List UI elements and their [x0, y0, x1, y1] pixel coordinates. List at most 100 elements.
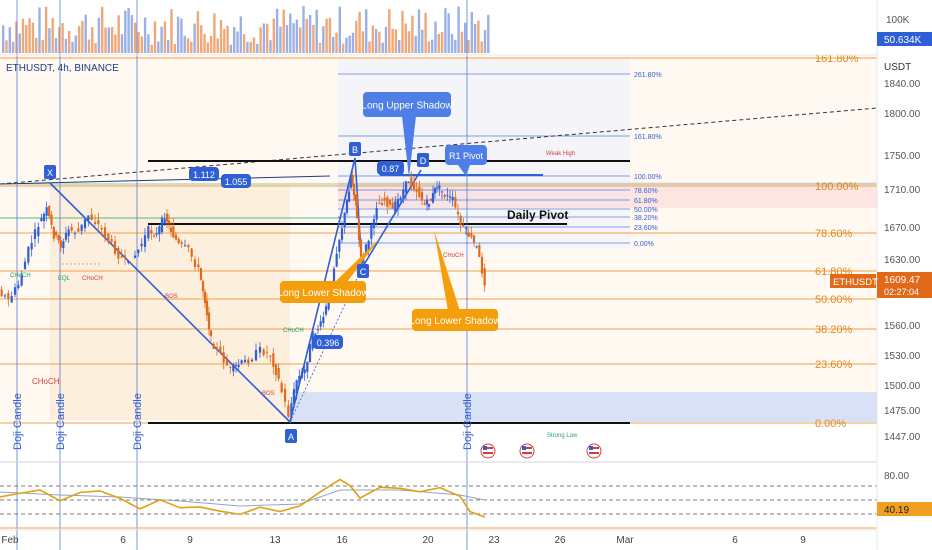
- fib-inner-label: 61.80%: [634, 198, 658, 205]
- volume-bar: [450, 33, 454, 53]
- candle-body: [399, 197, 402, 201]
- candle-body: [451, 196, 454, 201]
- volume-bar: [216, 38, 219, 53]
- volume-bar: [173, 44, 176, 53]
- candle-body: [367, 240, 370, 250]
- volume-bar: [31, 22, 35, 53]
- volume-bar: [44, 6, 48, 53]
- candle-body: [117, 247, 120, 259]
- volume-bar: [38, 7, 41, 54]
- volume-bar: [407, 31, 411, 53]
- volume-bar: [239, 16, 242, 53]
- candle-body: [308, 344, 312, 363]
- candle-body: [113, 241, 117, 254]
- candle-body: [64, 233, 68, 240]
- daily-pivot-label: Daily Pivot: [507, 208, 568, 222]
- candle-body: [59, 240, 62, 248]
- volume-bar: [460, 31, 464, 53]
- volume-bar: [94, 43, 97, 53]
- volume-bar: [266, 23, 269, 53]
- time-axis[interactable]: Feb 6 9 13 16 20 23 26 Mar 6 9: [1, 535, 806, 546]
- point-a: [285, 429, 297, 443]
- volume-bar: [219, 20, 223, 53]
- candle-body: [410, 177, 413, 186]
- us-flag-stripe: [589, 447, 599, 449]
- volume-bar: [328, 17, 332, 54]
- candle-body: [338, 239, 341, 252]
- volume-bar: [183, 35, 186, 53]
- volume-bar: [318, 42, 322, 53]
- time-tick: 16: [336, 535, 348, 546]
- fib-inner-label: 50.00%: [634, 207, 658, 214]
- candle-body: [48, 206, 51, 217]
- volume-bar: [28, 18, 31, 53]
- volume-bar: [21, 18, 25, 53]
- volume-bar: [5, 40, 8, 53]
- volume-bar: [2, 25, 5, 53]
- candle-body: [345, 200, 349, 213]
- volume-bar: [279, 26, 282, 53]
- candle-body: [391, 202, 394, 209]
- candle-body: [80, 224, 83, 232]
- rsi-line: [0, 478, 486, 518]
- candle-body: [431, 192, 435, 203]
- bos-label-1: BOS: [165, 294, 178, 300]
- choch-label-4: CHoCH: [443, 253, 464, 259]
- doji-label: Doji Candle: [55, 393, 67, 450]
- point-x-label: X: [47, 168, 53, 178]
- volume-bar: [68, 30, 71, 53]
- volume-bar: [104, 27, 107, 53]
- volume-current-badge: [877, 32, 932, 46]
- candle-body: [93, 222, 97, 225]
- volume-bar: [259, 27, 262, 53]
- volume-bar: [368, 41, 371, 53]
- candle-body: [155, 233, 158, 235]
- candle-body: [237, 365, 240, 368]
- candle-body: [349, 175, 353, 188]
- volume-bar: [143, 17, 147, 53]
- volume-bar: [437, 33, 440, 53]
- volume-bar: [361, 31, 365, 53]
- price-unit: USDT: [884, 62, 911, 73]
- candle-body: [203, 291, 207, 303]
- volume-bar: [71, 41, 74, 53]
- volume-bar: [120, 34, 124, 53]
- candle-body: [383, 197, 386, 201]
- volume-bar: [411, 15, 414, 53]
- volume-bar: [355, 21, 358, 53]
- candle-body: [177, 238, 180, 244]
- ratio-bd-label: 0.87: [382, 164, 400, 174]
- price-tick: 1530.00: [884, 351, 921, 362]
- volume-bar: [378, 31, 381, 53]
- price-tick: 1670.00: [884, 223, 921, 234]
- last-price-countdown: 02:27:04: [884, 287, 919, 297]
- volume-bar: [467, 40, 470, 53]
- candle-body: [412, 182, 416, 190]
- time-tick: 9: [800, 535, 806, 546]
- candle-body: [147, 226, 150, 239]
- candle-body: [205, 300, 209, 316]
- candle-body: [167, 220, 171, 224]
- doji-label: Doji Candle: [12, 393, 24, 450]
- candle-body: [77, 228, 80, 232]
- volume-bar: [374, 28, 378, 53]
- volume-bar: [163, 21, 167, 53]
- candle-body: [475, 246, 478, 248]
- volume-bar: [203, 33, 206, 53]
- volume-bar: [160, 26, 163, 53]
- candle-body: [274, 364, 278, 376]
- volume-bar: [190, 41, 193, 53]
- candle-body: [448, 196, 452, 198]
- last-price-value: 1609.47: [884, 275, 921, 286]
- candle-body: [343, 212, 346, 227]
- price-tick: 1800.00: [884, 109, 921, 120]
- volume-bar: [137, 32, 140, 53]
- candle-body: [215, 347, 219, 349]
- price-axis[interactable]: 100K 50.634K USDT 1840.00 1800.00 1750.00 1710…: [830, 15, 932, 516]
- candle-body: [262, 349, 265, 356]
- fib-inner-label: 261.80%: [634, 72, 662, 79]
- candle-body: [55, 231, 58, 236]
- candle-body: [265, 351, 269, 353]
- candle-body: [386, 197, 389, 208]
